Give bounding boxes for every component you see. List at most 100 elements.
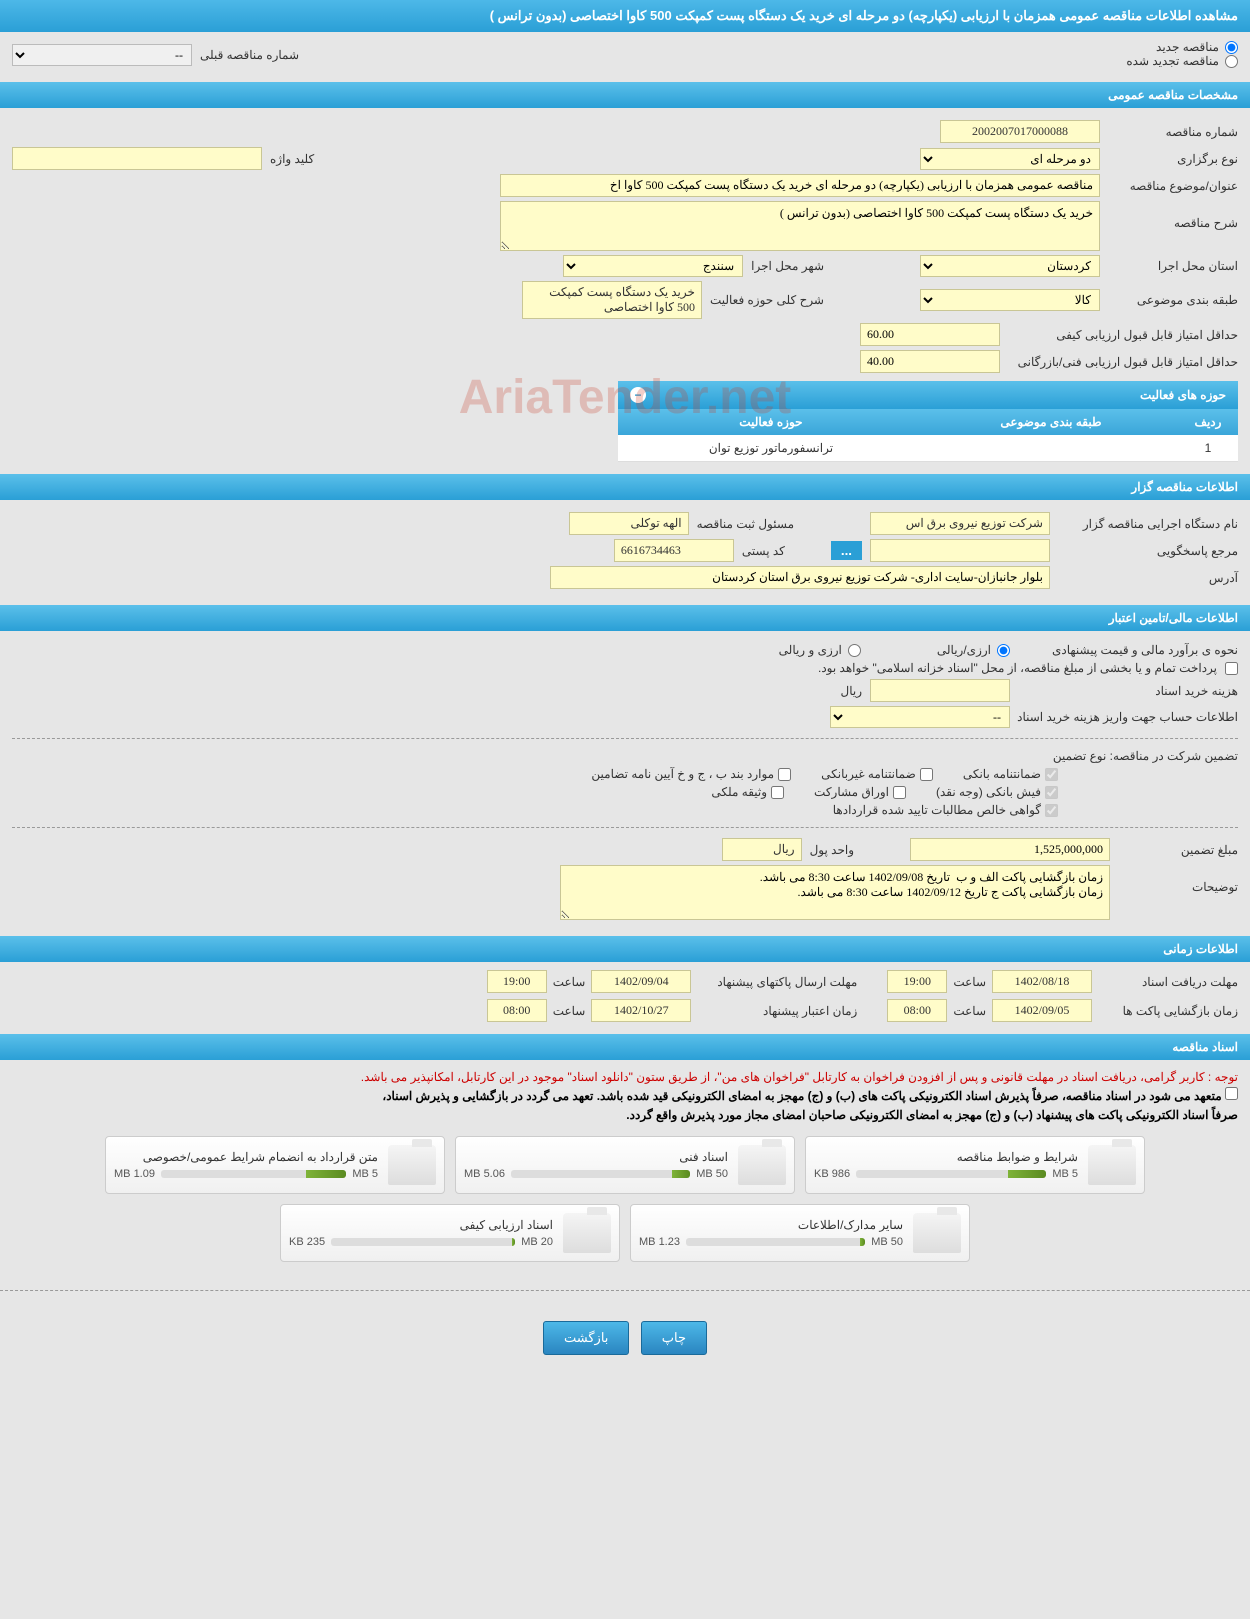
label-renewed-tender: مناقصه تجدید شده xyxy=(1126,54,1219,68)
input-min-quality[interactable] xyxy=(860,323,1000,346)
checkbox-payment-note[interactable] xyxy=(1225,662,1238,675)
file-title: متن قرارداد به انضمام شرایط عمومی/خصوصی xyxy=(114,1150,378,1164)
label-validity: زمان اعتبار پیشنهاد xyxy=(697,1004,857,1018)
timing-content: مهلت دریافت اسناد 1402/08/18 ساعت 19:00 … xyxy=(0,962,1250,1030)
file-title: اسناد فنی xyxy=(464,1150,728,1164)
folder-icon xyxy=(738,1145,786,1185)
black-note-2: صرفاً اسناد الکترونیکی پاکت های پیشنهاد … xyxy=(12,1106,1238,1125)
textarea-notes[interactable]: زمان بازگشایی پاکت الف و ب تاریخ 1402/09… xyxy=(560,865,1110,920)
file-max: 5 MB xyxy=(1052,1168,1078,1180)
label-mixed: ارزی و ریالی xyxy=(779,643,842,657)
section-general: مشخصات مناقصه عمومی xyxy=(0,82,1250,108)
radio-renewed-tender[interactable] xyxy=(1225,55,1238,68)
progress-bar xyxy=(161,1170,346,1178)
folder-icon xyxy=(913,1213,961,1253)
chk-securities[interactable] xyxy=(893,786,906,799)
progress-bar xyxy=(511,1170,690,1178)
select-hold-type[interactable]: دو مرحله ای xyxy=(920,148,1100,170)
label-new-tender: مناقصه جدید xyxy=(1156,40,1219,54)
page-container: AriaTender.net مشاهده اطلاعات مناقصه عمو… xyxy=(0,0,1250,1405)
field-unit: ریال xyxy=(722,838,802,861)
field-scope-desc: خرید یک دستگاه پست کمپکت 500 کاوا اختصاص… xyxy=(522,281,702,319)
general-content: شماره مناقصه 2002007017000088 نوع برگزار… xyxy=(0,108,1250,470)
radio-new-tender[interactable] xyxy=(1225,41,1238,54)
print-button[interactable]: چاپ xyxy=(641,1321,707,1355)
input-address[interactable] xyxy=(550,566,1050,589)
select-prev-number[interactable]: -- xyxy=(12,44,192,66)
input-title[interactable] xyxy=(500,174,1100,197)
field-doc-deadline-date: 1402/08/18 xyxy=(992,970,1092,993)
ellipsis-button[interactable]: ... xyxy=(831,541,862,560)
th-category: طبقه بندی موضوعی xyxy=(924,409,1178,435)
label-postal: کد پستی xyxy=(742,544,785,558)
page-title-bar: مشاهده اطلاعات مناقصه عمومی همزمان با ار… xyxy=(0,0,1250,32)
black-note-1: متعهد می شود در اسناد مناقصه، صرفاً پذیر… xyxy=(382,1089,1221,1103)
select-category[interactable]: کالا xyxy=(920,289,1100,311)
input-doc-fee[interactable] xyxy=(870,679,1010,702)
label-account: اطلاعات حساب جهت واریز هزینه خرید اسناد xyxy=(1018,710,1238,724)
file-card[interactable]: اسناد فنی 50 MB 5.06 MB xyxy=(455,1136,795,1194)
input-amount[interactable] xyxy=(910,838,1110,861)
back-button[interactable]: بازگشت xyxy=(543,1321,629,1355)
file-max: 20 MB xyxy=(521,1236,553,1248)
field-validity-date: 1402/10/27 xyxy=(591,999,691,1022)
file-size: 235 KB xyxy=(289,1236,325,1248)
file-size: 1.23 MB xyxy=(639,1236,680,1248)
section-financial: اطلاعات مالی/تامین اعتبار xyxy=(0,605,1250,631)
input-min-tech[interactable] xyxy=(860,350,1000,373)
select-city[interactable]: سنندج xyxy=(563,255,743,277)
page-title: مشاهده اطلاعات مناقصه عمومی همزمان با ار… xyxy=(490,8,1238,23)
file-card[interactable]: متن قرارداد به انضمام شرایط عمومی/خصوصی 5… xyxy=(105,1136,445,1194)
radio-mixed[interactable] xyxy=(848,644,861,657)
field-postal: 6616734463 xyxy=(614,539,734,562)
label-registrar: مسئول ثبت مناقصه xyxy=(697,517,794,531)
label-amount: مبلغ تضمین xyxy=(1118,843,1238,857)
activity-table-title: حوزه های فعالیت − xyxy=(618,381,1238,409)
label-description: شرح مناقصه xyxy=(1108,201,1238,230)
textarea-description[interactable]: خرید یک دستگاه پست کمپکت 500 کاوا اختصاص… xyxy=(500,201,1100,251)
label-keyword: کلید واژه xyxy=(270,152,314,166)
label-proposal-deadline: مهلت ارسال پاکتهای پیشنهاد xyxy=(697,975,857,989)
chk-verified xyxy=(1045,804,1058,817)
chk-property[interactable] xyxy=(771,786,784,799)
field-opening-date: 1402/09/05 xyxy=(992,999,1092,1022)
section-documents: اسناد مناقصه xyxy=(0,1034,1250,1060)
label-hold-type: نوع برگزاری xyxy=(1108,152,1238,166)
select-province[interactable]: کردستان xyxy=(920,255,1100,277)
select-account[interactable]: -- xyxy=(830,706,1010,728)
input-keyword[interactable] xyxy=(12,147,262,170)
chk-receipt xyxy=(1045,786,1058,799)
section-timing: اطلاعات زمانی xyxy=(0,936,1250,962)
label-city: شهر محل اجرا xyxy=(751,259,824,273)
file-card[interactable]: شرایط و ضوابط مناقصه5 MB986 KB xyxy=(805,1136,1145,1194)
input-contact[interactable] xyxy=(870,539,1050,562)
file-max: 50 MB xyxy=(696,1168,728,1180)
label-guarantee: تضمین شرکت در مناقصه: نوع تضمین xyxy=(1053,749,1238,763)
label-doc-fee-unit: ریال xyxy=(840,684,862,698)
progress-bar xyxy=(686,1238,865,1246)
label-unit: واحد پول xyxy=(810,843,854,857)
button-row: چاپ بازگشت xyxy=(0,1301,1250,1375)
label-address: آدرس xyxy=(1058,571,1238,585)
chk-nonbank[interactable] xyxy=(920,768,933,781)
chk-bond[interactable] xyxy=(778,768,791,781)
folder-icon xyxy=(1088,1145,1136,1185)
documents-content: توجه : کاربر گرامی، دریافت اسناد در مهلت… xyxy=(0,1060,1250,1280)
organizer-content: نام دستگاه اجرایی مناقصه گزار شرکت توزیع… xyxy=(0,500,1250,601)
label-doc-deadline: مهلت دریافت اسناد xyxy=(1098,975,1238,989)
folder-icon xyxy=(563,1213,611,1253)
file-title: شرایط و ضوابط مناقصه xyxy=(814,1150,1078,1164)
field-proposal-deadline-date: 1402/09/04 xyxy=(591,970,691,993)
file-max: 5 MB xyxy=(352,1168,378,1180)
progress-bar xyxy=(331,1238,515,1246)
file-max: 50 MB xyxy=(871,1236,903,1248)
collapse-icon[interactable]: − xyxy=(630,387,646,403)
file-card[interactable]: اسناد ارزیابی کیفی20 MB235 KB xyxy=(280,1204,620,1262)
progress-bar xyxy=(856,1170,1046,1178)
label-org: نام دستگاه اجرایی مناقصه گزار xyxy=(1058,517,1238,531)
radio-rial[interactable] xyxy=(997,644,1010,657)
file-size: 5.06 MB xyxy=(464,1168,505,1180)
file-card[interactable]: سایر مدارک/اطلاعات50 MB1.23 MB xyxy=(630,1204,970,1262)
chk-commitment[interactable] xyxy=(1225,1087,1238,1100)
field-org: شرکت توزیع نیروی برق اس xyxy=(870,512,1050,535)
